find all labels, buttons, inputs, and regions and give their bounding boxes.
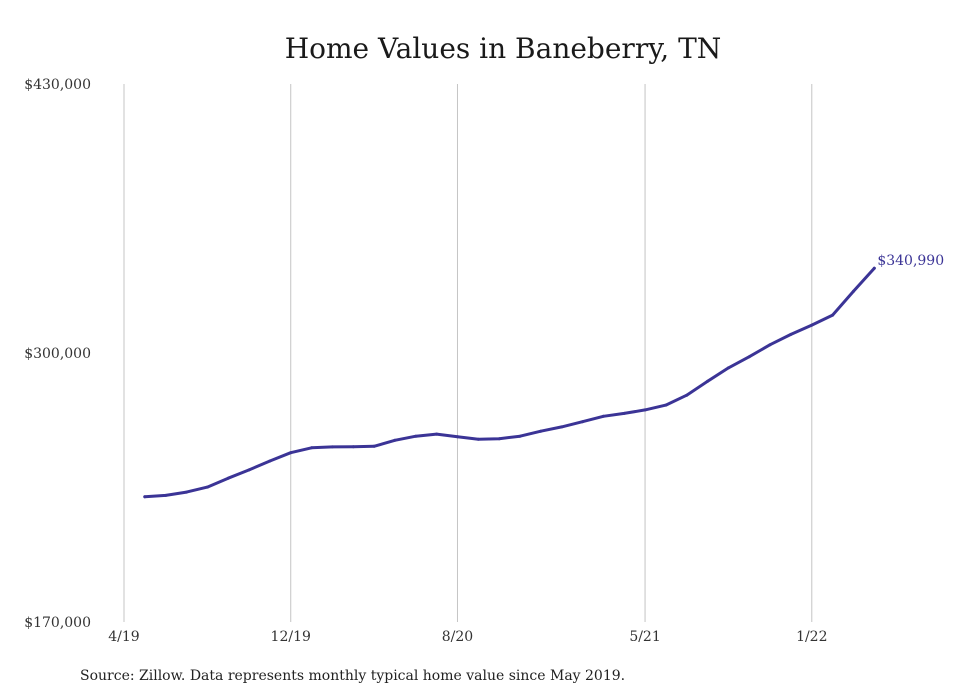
data-point (330, 445, 334, 449)
x-tick-label: 5/21 (629, 629, 660, 645)
data-point (518, 434, 522, 438)
data-point (685, 393, 689, 397)
y-axis-ticks: $430,000 $300,000 $170,000 (24, 77, 91, 631)
data-point (664, 403, 668, 407)
data-point (372, 444, 376, 448)
data-point (310, 446, 314, 450)
end-value-label: $340,990 (877, 253, 944, 269)
chart-title: Home Values in Baneberry, TN (285, 32, 722, 65)
y-tick-label: $430,000 (24, 77, 91, 93)
data-point (831, 313, 835, 317)
data-point (268, 459, 272, 463)
x-tick-label: 12/19 (271, 629, 311, 645)
data-point (601, 414, 605, 418)
x-axis-ticks: 4/19 12/19 8/20 5/21 1/22 (108, 629, 827, 645)
data-point (143, 495, 147, 499)
data-point (747, 355, 751, 359)
series-line (143, 266, 876, 499)
line-chart: Home Values in Baneberry, TN $430,000 $30… (24, 32, 944, 645)
data-point (706, 379, 710, 383)
data-point (456, 435, 459, 439)
x-tick-label: 8/20 (442, 629, 473, 645)
data-point (560, 425, 564, 429)
data-labels: $340,990 (877, 253, 944, 269)
x-tick-label: 1/22 (796, 629, 827, 645)
data-point (810, 323, 814, 327)
data-point (393, 438, 397, 442)
series-layer (143, 266, 876, 499)
gridlines (123, 84, 813, 622)
data-point (247, 468, 251, 472)
data-point (289, 451, 293, 455)
source-note: Source: Zillow. Data represents monthly … (80, 668, 626, 684)
data-point (205, 485, 209, 489)
data-point (414, 434, 418, 438)
data-point (226, 476, 230, 480)
data-point (872, 266, 876, 270)
y-tick-label: $170,000 (24, 615, 91, 631)
data-point (185, 490, 188, 494)
x-tick-label: 4/19 (108, 629, 139, 645)
data-point (768, 343, 772, 347)
data-point (435, 432, 439, 436)
data-point (497, 437, 501, 441)
data-point (476, 437, 480, 441)
data-point (643, 408, 647, 412)
data-point (726, 366, 730, 370)
y-tick-label: $300,000 (24, 346, 91, 362)
data-point (539, 429, 543, 433)
data-point (852, 289, 855, 293)
data-point (351, 445, 355, 449)
data-point (164, 493, 168, 497)
data-point (789, 332, 793, 336)
data-point (581, 420, 584, 424)
data-point (622, 411, 626, 415)
